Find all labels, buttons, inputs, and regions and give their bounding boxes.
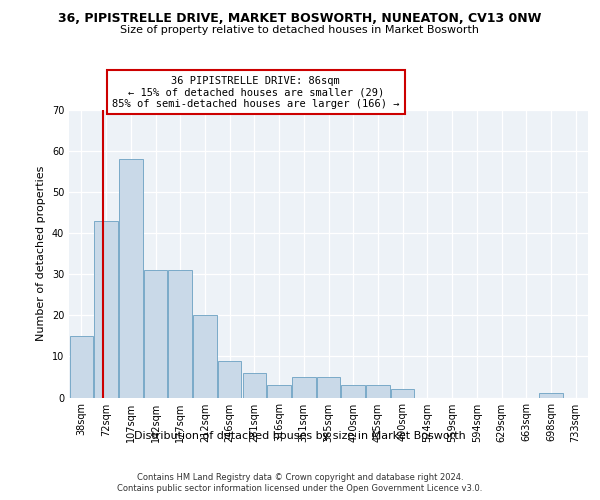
Text: 36, PIPISTRELLE DRIVE, MARKET BOSWORTH, NUNEATON, CV13 0NW: 36, PIPISTRELLE DRIVE, MARKET BOSWORTH, … [58,12,542,26]
Bar [169,270,192,398]
Text: Size of property relative to detached houses in Market Bosworth: Size of property relative to detached ho… [121,25,479,35]
Bar [292,377,316,398]
Bar [317,377,340,398]
Bar [119,160,143,398]
Text: 36 PIPISTRELLE DRIVE: 86sqm
← 15% of detached houses are smaller (29)
85% of sem: 36 PIPISTRELLE DRIVE: 86sqm ← 15% of det… [112,76,400,108]
Text: Distribution of detached houses by size in Market Bosworth: Distribution of detached houses by size … [134,431,466,441]
Text: Contains HM Land Registry data © Crown copyright and database right 2024.: Contains HM Land Registry data © Crown c… [137,472,463,482]
Bar [341,385,365,398]
Bar [391,390,415,398]
Bar [70,336,93,398]
Bar [366,385,389,398]
Text: Contains public sector information licensed under the Open Government Licence v3: Contains public sector information licen… [118,484,482,493]
Bar [94,221,118,398]
Bar [193,316,217,398]
Bar [218,360,241,398]
Y-axis label: Number of detached properties: Number of detached properties [36,166,46,342]
Bar [144,270,167,398]
Bar [268,385,291,398]
Bar [539,394,563,398]
Bar [242,373,266,398]
